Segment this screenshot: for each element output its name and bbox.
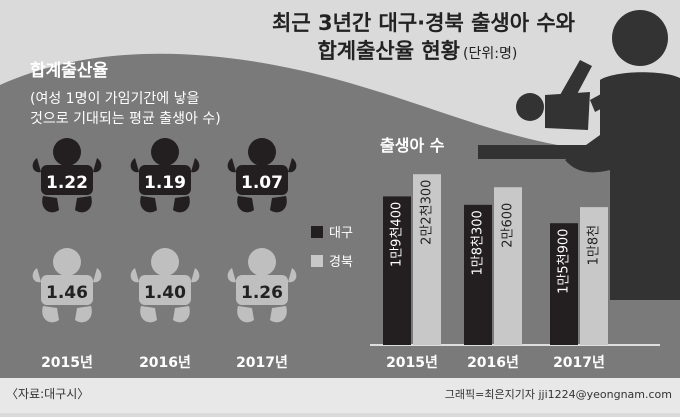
legend: 대구 경북 (311, 226, 353, 270)
tfr-value-label: 1.19 (144, 173, 186, 193)
tfr-value-label: 1.07 (241, 173, 283, 193)
credit-label: 그래픽=최은지기자 jji1224@yeongnam.com (445, 388, 672, 401)
bar (383, 196, 411, 345)
tfr-value-label: 1.46 (46, 283, 88, 303)
bottom-strip (0, 378, 680, 413)
baby-icon (130, 138, 200, 213)
bar-value-label: 1만8천 (587, 225, 602, 265)
tfr-year-label: 2015년 (41, 355, 93, 371)
baby-icon (32, 138, 102, 213)
title-line1: 최근 3년간 대구·경북 출생아 수와 (272, 11, 576, 35)
bar-year-label: 2017년 (553, 355, 605, 371)
tfr-year-label: 2017년 (236, 355, 288, 371)
tfr-value-label: 1.22 (46, 173, 88, 193)
unit-label: (단위:명) (463, 46, 517, 62)
legend-swatch-gyeongbuk (311, 255, 323, 267)
bar-value-label: 2만2천300 (420, 180, 435, 245)
bar-value-label: 2만600 (501, 203, 516, 248)
tfr-value-label: 1.26 (241, 283, 283, 303)
bar (464, 204, 492, 345)
legend-label-daegu: 대구 (329, 226, 353, 241)
bar-year-label: 2015년 (386, 355, 438, 371)
bar-year-label: 2016년 (467, 355, 519, 371)
tfr-baby-grid: 1.22 1.19 1.07 1.46 1.40 1.26 2015년 2016년 2017년 (32, 138, 297, 371)
baby-icon (227, 138, 297, 213)
tfr-desc-line2: 것으로 기대되는 평균 출생아 수) (30, 111, 221, 127)
bar-value-label: 1만5천900 (557, 229, 572, 294)
source-label: 〈자료:대구시〉 (6, 387, 89, 401)
baby-icon (227, 248, 297, 323)
bar (580, 207, 608, 345)
tfr-title: 합계출산율 (30, 60, 109, 81)
baby-icon (130, 248, 200, 323)
tfr-desc-line1: (여성 1명이 가임기간에 낳을 (30, 91, 200, 107)
title-line2: 합계출산율 현황 (317, 39, 460, 63)
legend-label-gyeongbuk: 경북 (329, 255, 353, 270)
bar (413, 174, 441, 345)
bar-value-label: 1만8천300 (471, 210, 486, 275)
bar-value-label: 1만9천400 (390, 202, 405, 267)
bar (550, 223, 578, 345)
legend-swatch-daegu (311, 226, 323, 238)
bar (494, 187, 522, 345)
births-title: 출생아 수 (380, 136, 445, 155)
parent-with-baby-icon (478, 10, 680, 300)
tfr-value-label: 1.40 (144, 283, 186, 303)
baby-icon (32, 248, 102, 323)
tfr-year-label: 2016년 (139, 355, 191, 371)
births-bar-chart: 1만9천400 1만8천300 1만5천900 2만2천300 2만600 1만8천 201… (370, 174, 660, 371)
